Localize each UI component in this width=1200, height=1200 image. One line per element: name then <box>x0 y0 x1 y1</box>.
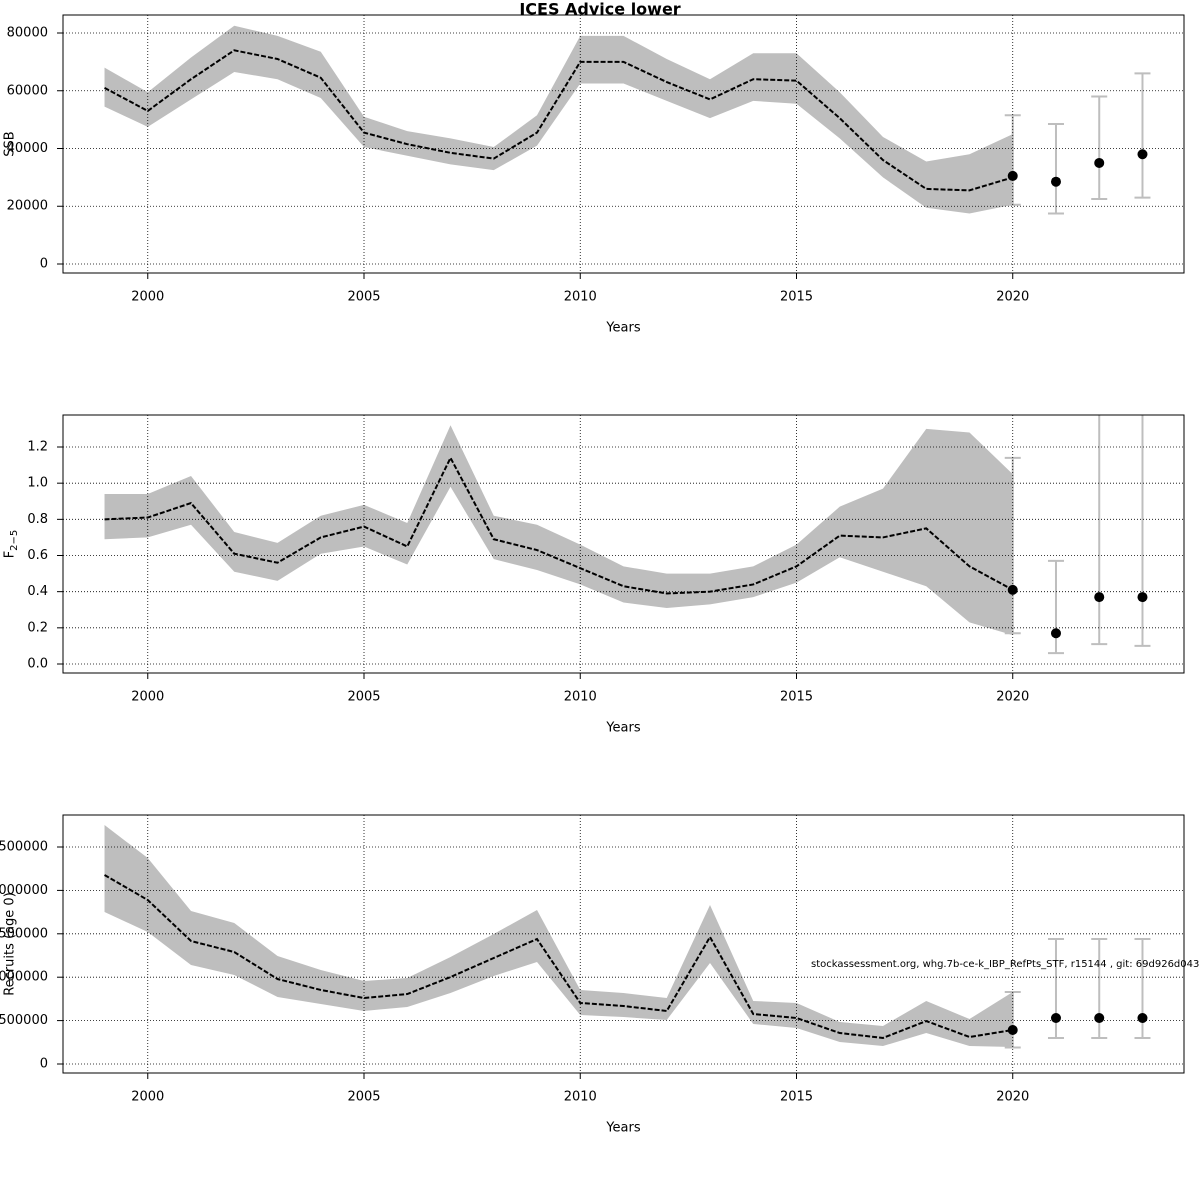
y-tick-label: 0 <box>40 1057 48 1072</box>
y-tick-label: 2500000 <box>0 840 48 855</box>
y-tick-label: 40000 <box>7 141 48 156</box>
y-axis-label: Recruits (age 0) <box>3 892 18 996</box>
y-tick-label: 1.2 <box>27 440 48 455</box>
x-tick-label: 2000 <box>131 690 164 705</box>
y-tick-label: 0 <box>40 256 48 271</box>
x-tick-label: 2020 <box>996 1090 1029 1105</box>
x-tick-label: 2010 <box>564 690 597 705</box>
plot-area <box>104 25 1151 215</box>
x-tick-label: 2010 <box>564 290 597 305</box>
y-tick-label: 1.0 <box>27 476 48 491</box>
x-tick-label: 2005 <box>347 290 380 305</box>
forecast-point <box>1137 592 1148 603</box>
y-axis-label: F2−5 <box>3 530 21 559</box>
y-tick-label: 20000 <box>7 199 48 214</box>
confidence-band <box>104 25 1013 214</box>
x-axis-label: Years <box>605 1121 641 1136</box>
x-tick-label: 2005 <box>347 690 380 705</box>
forecast-point <box>1007 170 1018 181</box>
y-tick-label: 0.8 <box>27 512 48 527</box>
x-tick-label: 2005 <box>347 1090 380 1105</box>
x-tick-label: 2000 <box>131 1090 164 1105</box>
forecast-point <box>1094 157 1105 168</box>
plot-area <box>104 415 1151 655</box>
forecast-point <box>1094 1012 1105 1023</box>
confidence-band <box>104 425 1013 636</box>
y-tick-label: 80000 <box>7 26 48 41</box>
x-tick-label: 2015 <box>780 290 813 305</box>
x-axis-label: Years <box>605 721 641 736</box>
annotation: stockassessment.org, whg.7b-ce-k_IBP_Ref… <box>811 959 1200 970</box>
plot-frame <box>62 14 1185 274</box>
forecast-point <box>1094 592 1105 603</box>
forecast-point <box>1050 628 1061 639</box>
y-tick-label: 500000 <box>0 1013 48 1028</box>
confidence-band <box>104 825 1013 1047</box>
forecast-point <box>1137 1012 1148 1023</box>
forecast-point <box>1050 1012 1061 1023</box>
y-tick-label: 0.4 <box>27 584 48 599</box>
x-axis-label: Years <box>605 321 641 336</box>
x-tick-label: 2015 <box>780 1090 813 1105</box>
forecast-point <box>1050 176 1061 187</box>
y-tick-label: 0.2 <box>27 620 48 635</box>
y-tick-label: 1000000 <box>0 970 48 985</box>
y-axis-label-subscript: 2−5 <box>9 530 20 551</box>
y-tick-label: 0.0 <box>27 656 48 671</box>
x-tick-label: 2020 <box>996 690 1029 705</box>
plot-frame <box>62 414 1185 674</box>
x-tick-label: 2020 <box>996 290 1029 305</box>
x-tick-label: 2000 <box>131 290 164 305</box>
plot-area <box>104 825 1151 1049</box>
estimate-line <box>104 874 1013 1039</box>
y-tick-label: 1500000 <box>0 926 48 941</box>
forecast-point <box>1137 149 1148 160</box>
y-tick-label: 0.6 <box>27 548 48 563</box>
x-tick-label: 2010 <box>564 1090 597 1105</box>
estimate-line <box>104 49 1014 192</box>
x-tick-label: 2015 <box>780 690 813 705</box>
y-axis-label: SSB <box>3 131 18 156</box>
plot-frame <box>62 814 1185 1074</box>
y-tick-label: 60000 <box>7 83 48 98</box>
forecast-point <box>1007 1024 1018 1035</box>
y-tick-label: 2000000 <box>0 883 48 898</box>
estimate-line <box>104 455 1014 595</box>
chart-title: ICES Advice lower <box>519 0 680 19</box>
